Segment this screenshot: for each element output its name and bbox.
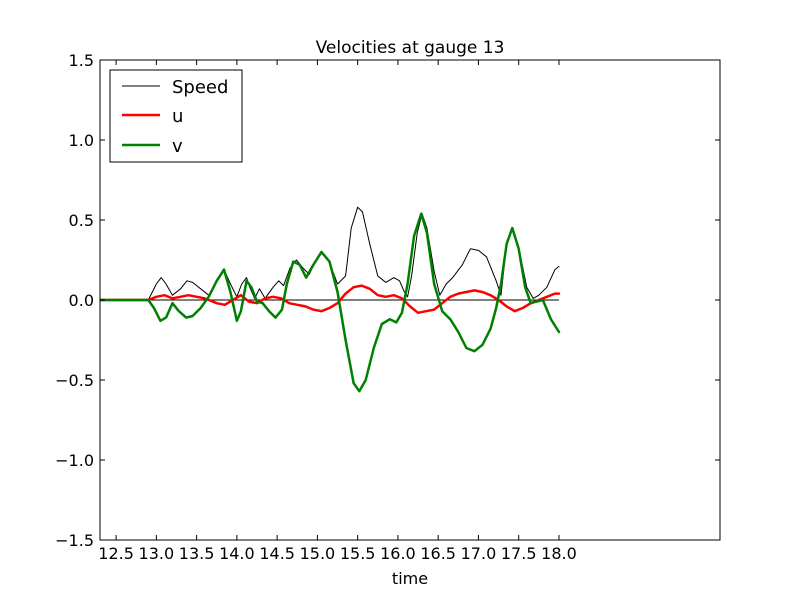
y-tick-label: 1.5 (69, 51, 94, 70)
x-tick-label: 17.5 (501, 544, 537, 563)
series-layer (100, 206, 561, 393)
legend: Speed u v (109, 69, 243, 163)
y-tick-label: −1.5 (55, 531, 94, 550)
y-tick-label: 0.0 (69, 291, 94, 310)
legend-label-speed: Speed (172, 77, 228, 98)
y-tick-label: 0.5 (69, 211, 94, 230)
x-axis-label: time (392, 569, 428, 588)
y-tick-label: −0.5 (55, 371, 94, 390)
y-tick-label: −1.0 (55, 451, 94, 470)
x-tick-label: 13.0 (139, 544, 175, 563)
x-tick-label: 18.0 (541, 544, 577, 563)
series-line-v (100, 212, 561, 393)
legend-label-u: u (172, 106, 183, 127)
x-tick-label: 14.0 (219, 544, 255, 563)
x-tick-label: 16.5 (420, 544, 456, 563)
x-axis: 12.5 13.0 13.5 14.0 14.5 15.0 15.5 16.0 16.5 17.0… (98, 60, 577, 563)
chart-title: Velocities at gauge 13 (316, 38, 505, 58)
legend-label-v: v (172, 136, 183, 157)
x-tick-label: 15.0 (300, 544, 336, 563)
x-tick-label: 14.5 (259, 544, 295, 563)
x-tick-label: 16.0 (380, 544, 416, 563)
x-tick-label: 13.5 (179, 544, 215, 563)
x-tick-label: 17.0 (461, 544, 497, 563)
y-tick-label: 1.0 (69, 131, 94, 150)
x-tick-label: 12.5 (98, 544, 134, 563)
y-axis: −1.5 −1.0 −0.5 0.0 0.5 1.0 1.5 (55, 51, 720, 550)
series-line-u (100, 284, 561, 315)
x-tick-label: 15.5 (340, 544, 376, 563)
